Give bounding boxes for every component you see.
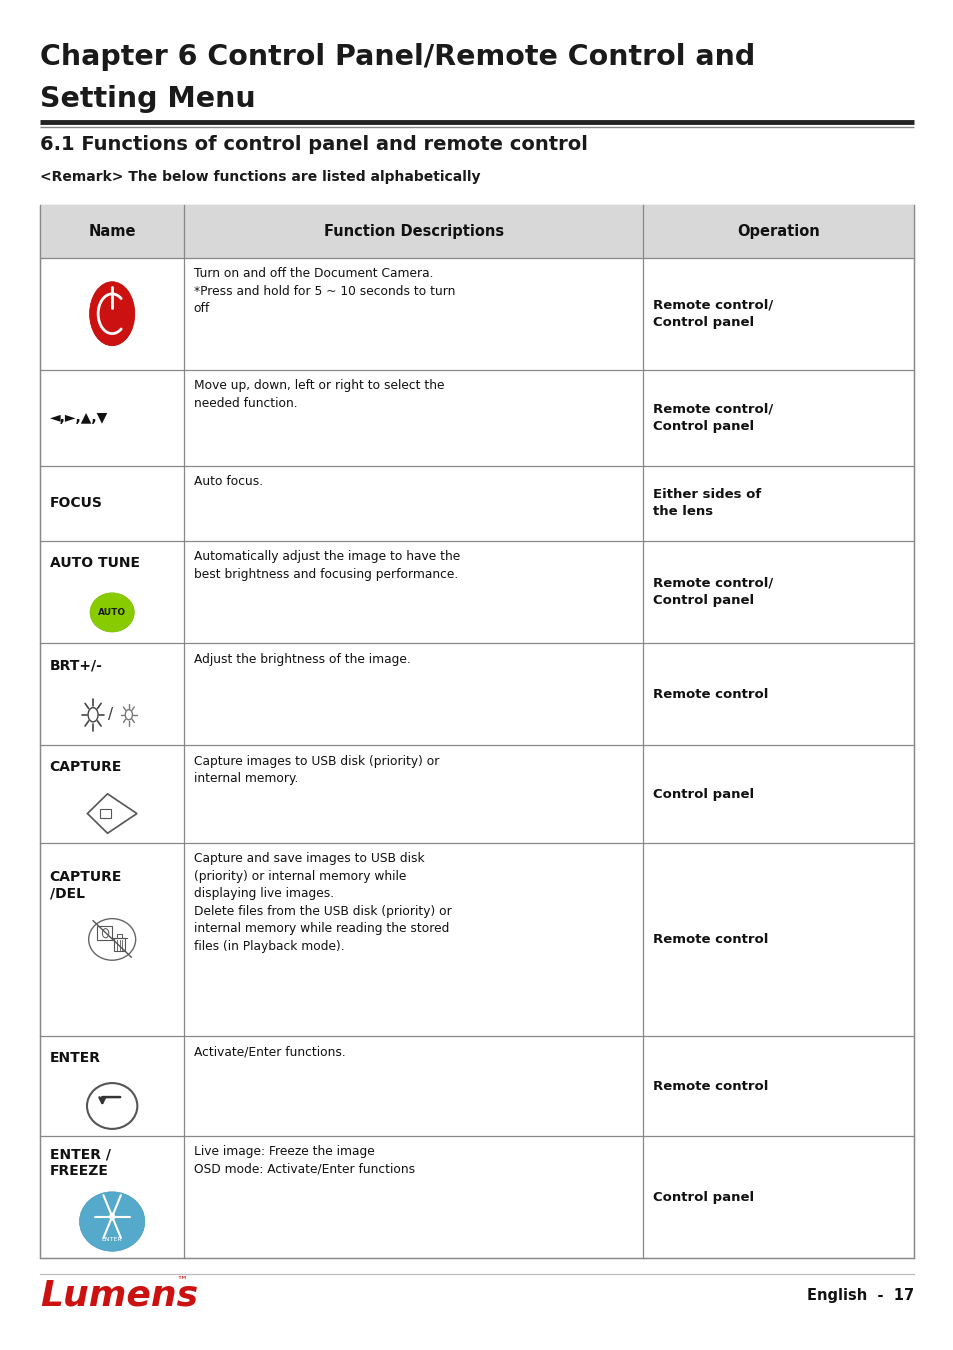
Text: Chapter 6 Control Panel/Remote Control and: Chapter 6 Control Panel/Remote Control a… bbox=[40, 43, 755, 72]
Text: Move up, down, left or right to select the
needed function.: Move up, down, left or right to select t… bbox=[193, 379, 444, 410]
Text: Remote control/
Control panel: Remote control/ Control panel bbox=[652, 298, 772, 329]
Text: CAPTURE: CAPTURE bbox=[50, 760, 122, 774]
Text: Automatically adjust the image to have the
best brightness and focusing performa: Automatically adjust the image to have t… bbox=[193, 551, 459, 580]
Bar bbox=[97, 926, 112, 940]
Text: Auto focus.: Auto focus. bbox=[193, 475, 263, 489]
Ellipse shape bbox=[87, 1083, 137, 1129]
Text: Function Descriptions: Function Descriptions bbox=[323, 224, 503, 239]
Text: BRT+/-: BRT+/- bbox=[50, 659, 102, 672]
Text: AUTO TUNE: AUTO TUNE bbox=[50, 556, 139, 570]
Text: Live image: Freeze the image
OSD mode: Activate/Enter functions: Live image: Freeze the image OSD mode: A… bbox=[193, 1145, 415, 1176]
Text: Remote control/
Control panel: Remote control/ Control panel bbox=[652, 402, 772, 433]
Text: 6.1 Functions of control panel and remote control: 6.1 Functions of control panel and remot… bbox=[40, 135, 587, 154]
Text: FOCUS: FOCUS bbox=[50, 497, 102, 510]
Bar bbox=[40, 205, 913, 258]
Text: Turn on and off the Document Camera.
*Press and hold for 5 ~ 10 seconds to turn
: Turn on and off the Document Camera. *Pr… bbox=[193, 267, 455, 315]
Text: ◄,►,▲,▼: ◄,►,▲,▼ bbox=[50, 410, 108, 425]
Text: English  -  17: English - 17 bbox=[806, 1288, 913, 1303]
Text: Remote control: Remote control bbox=[652, 687, 767, 701]
Text: ™: ™ bbox=[176, 1276, 188, 1285]
Text: Remote control: Remote control bbox=[652, 933, 767, 946]
Ellipse shape bbox=[79, 1192, 145, 1251]
Text: Adjust the brightness of the image.: Adjust the brightness of the image. bbox=[193, 652, 410, 666]
Text: CAPTURE
/DEL: CAPTURE /DEL bbox=[50, 869, 122, 900]
Bar bbox=[100, 809, 111, 818]
Bar bbox=[114, 938, 125, 952]
Circle shape bbox=[102, 929, 109, 938]
Text: <Remark> The below functions are listed alphabetically: <Remark> The below functions are listed … bbox=[40, 170, 480, 184]
Text: AUTO: AUTO bbox=[98, 608, 126, 617]
Text: ENTER: ENTER bbox=[50, 1052, 100, 1065]
Text: Capture images to USB disk (priority) or
internal memory.: Capture images to USB disk (priority) or… bbox=[193, 755, 438, 786]
Text: ENTER: ENTER bbox=[102, 1237, 122, 1242]
Circle shape bbox=[110, 1212, 115, 1220]
Text: ENTER /
FREEZE: ENTER / FREEZE bbox=[50, 1148, 111, 1179]
Text: Setting Menu: Setting Menu bbox=[40, 85, 255, 113]
Text: Name: Name bbox=[89, 224, 135, 239]
Ellipse shape bbox=[89, 918, 135, 960]
Text: Control panel: Control panel bbox=[652, 1191, 753, 1204]
Text: Either sides of
the lens: Either sides of the lens bbox=[652, 489, 760, 518]
Circle shape bbox=[88, 707, 98, 722]
Circle shape bbox=[125, 710, 132, 720]
Bar bbox=[40, 205, 913, 1258]
Text: Activate/Enter functions.: Activate/Enter functions. bbox=[193, 1045, 345, 1058]
Text: Lumens: Lumens bbox=[40, 1278, 198, 1312]
Ellipse shape bbox=[90, 593, 134, 632]
Text: Control panel: Control panel bbox=[652, 787, 753, 801]
Circle shape bbox=[90, 282, 134, 346]
Text: Operation: Operation bbox=[737, 224, 819, 239]
Polygon shape bbox=[88, 794, 137, 833]
Text: Capture and save images to USB disk
(priority) or internal memory while
displayi: Capture and save images to USB disk (pri… bbox=[193, 852, 451, 953]
Text: Remote control/
Control panel: Remote control/ Control panel bbox=[652, 576, 772, 608]
Text: /: / bbox=[109, 707, 113, 722]
Text: Remote control: Remote control bbox=[652, 1080, 767, 1092]
